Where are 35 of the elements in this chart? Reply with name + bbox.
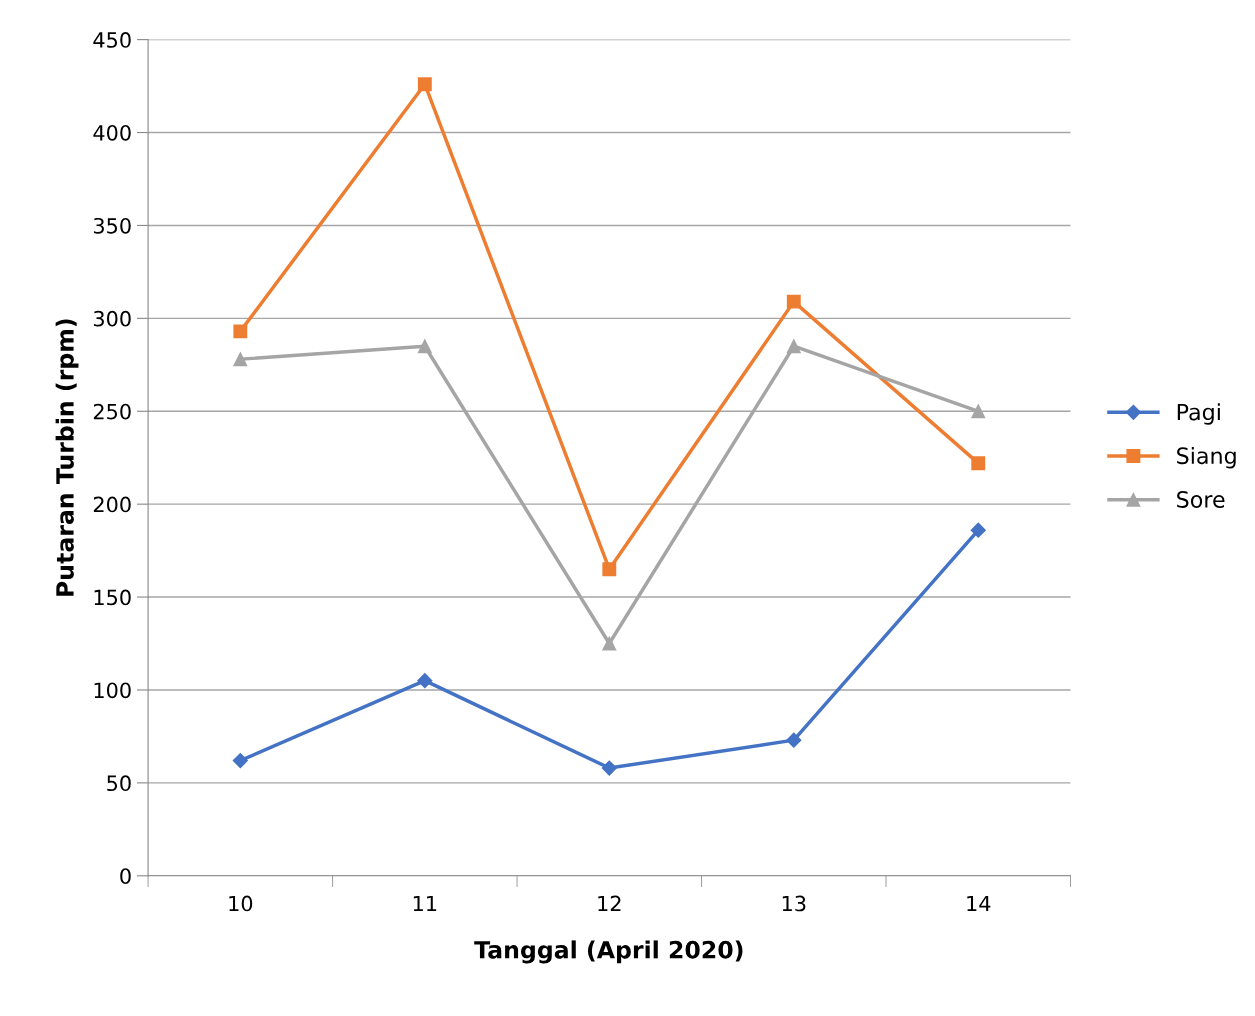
y-tick-label: 400 xyxy=(93,124,131,141)
point xyxy=(233,324,248,339)
y-tick-label: 50 xyxy=(107,775,131,792)
x-tick-label: 13 xyxy=(782,895,806,912)
point xyxy=(786,294,801,309)
point xyxy=(970,522,986,538)
point xyxy=(417,673,433,689)
x-axis-title: Tanggal (April 2020) xyxy=(474,940,743,964)
point xyxy=(417,77,432,92)
point xyxy=(786,732,802,748)
point xyxy=(232,753,248,769)
y-tick-label: 350 xyxy=(93,217,131,234)
y-tick-label: 150 xyxy=(94,589,131,606)
x-tick-label: 12 xyxy=(598,895,621,912)
y-tick-label: 300 xyxy=(93,310,131,327)
legend-label: Siang xyxy=(1177,446,1236,469)
y-tick-label: 250 xyxy=(93,403,131,420)
y-tick-label: 100 xyxy=(94,682,131,699)
point xyxy=(233,352,248,367)
point xyxy=(602,636,617,651)
y-axis-title: Putaran Turbin (rpm) xyxy=(55,319,79,596)
point xyxy=(602,562,617,577)
point xyxy=(971,404,986,419)
x-tick-label: 10 xyxy=(229,895,253,912)
point xyxy=(417,339,432,354)
x-tick-label: 11 xyxy=(413,895,437,912)
x-tick-label: 14 xyxy=(967,895,991,912)
point xyxy=(971,456,986,471)
point xyxy=(786,339,801,354)
point xyxy=(601,760,617,776)
y-tick-label: 0 xyxy=(120,868,131,884)
legend-label: Sore xyxy=(1177,491,1225,508)
legend-label: Pagi xyxy=(1177,403,1220,425)
y-tick-label: 450 xyxy=(93,32,131,48)
y-tick-label: 200 xyxy=(93,496,131,513)
